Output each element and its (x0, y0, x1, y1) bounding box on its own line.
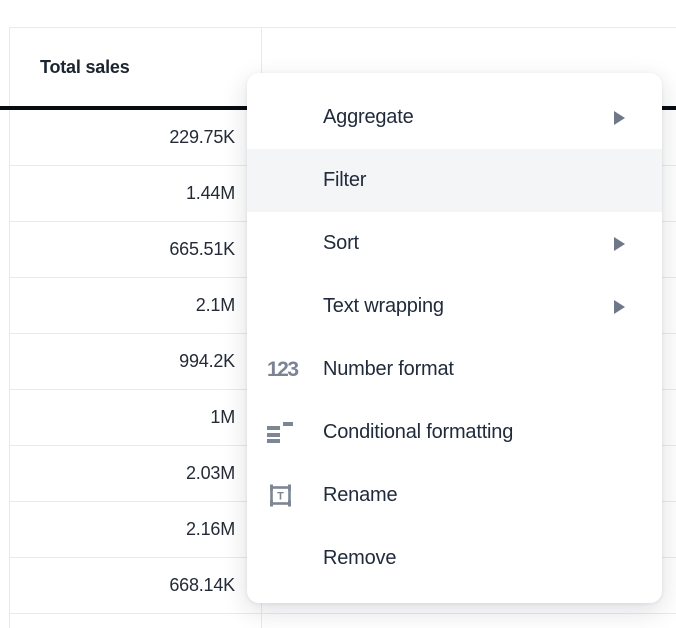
cell-total-sales: 229.75K (169, 127, 235, 147)
cell-total-sales: 2.16M (185, 519, 235, 539)
menu-item-label: Aggregate (323, 106, 414, 128)
cell-total-sales: 994.2K (179, 351, 235, 371)
submenu-arrow-icon (614, 299, 625, 314)
menu-item-label: Text wrapping (323, 295, 444, 317)
menu-item[interactable]: T Rename (247, 464, 662, 527)
table-row: 668.14K (10, 558, 676, 614)
menu-item-icon-slot (267, 418, 311, 448)
menu-item[interactable]: Conditional formatting (247, 401, 662, 464)
menu-item-icon-slot (267, 544, 311, 574)
conditional-formatting-icon (267, 422, 293, 443)
menu-item-icon-slot (267, 229, 311, 259)
cell-total-sales: 2.1M (195, 295, 235, 315)
column-header-total-sales[interactable]: Total sales (40, 56, 130, 77)
menu-item-icon-slot (267, 292, 311, 322)
menu-item[interactable]: Text wrapping (247, 275, 662, 338)
cell-total-sales: 668.14K (169, 575, 235, 595)
menu-item-label: Filter (323, 169, 367, 191)
cell-total-sales: 1M (210, 407, 235, 427)
menu-item[interactable]: Aggregate (247, 86, 662, 149)
table-header-row: Total sales (10, 28, 676, 106)
menu-item-label: Conditional formatting (323, 421, 514, 443)
menu-item-label: Number format (323, 358, 454, 380)
menu-item[interactable]: 123 Number format (247, 338, 662, 401)
cell-total-sales: 1.44M (185, 183, 235, 203)
number-format-123-icon: 123 (267, 358, 299, 381)
menu-item-label: Remove (323, 547, 397, 569)
svg-text:T: T (277, 491, 284, 503)
rename-text-box-icon: T (270, 484, 291, 507)
menu-item-label: Rename (323, 484, 398, 506)
menu-item-icon-slot (267, 166, 311, 196)
column-context-menu: Aggregate Filter Sort (247, 73, 662, 603)
menu-item-icon-slot (267, 103, 311, 133)
menu-item-label: Sort (323, 232, 359, 254)
menu-item[interactable]: Sort (247, 212, 662, 275)
menu-item-icon-slot: T (267, 481, 311, 511)
menu-item[interactable]: Filter (247, 149, 662, 212)
submenu-arrow-icon (614, 110, 625, 125)
cell-total-sales: 665.51K (169, 239, 235, 259)
menu-item[interactable]: Remove (247, 527, 662, 590)
cell-total-sales: 2.03M (185, 463, 235, 483)
menu-item-icon-slot: 123 (267, 355, 311, 385)
submenu-arrow-icon (614, 236, 625, 251)
